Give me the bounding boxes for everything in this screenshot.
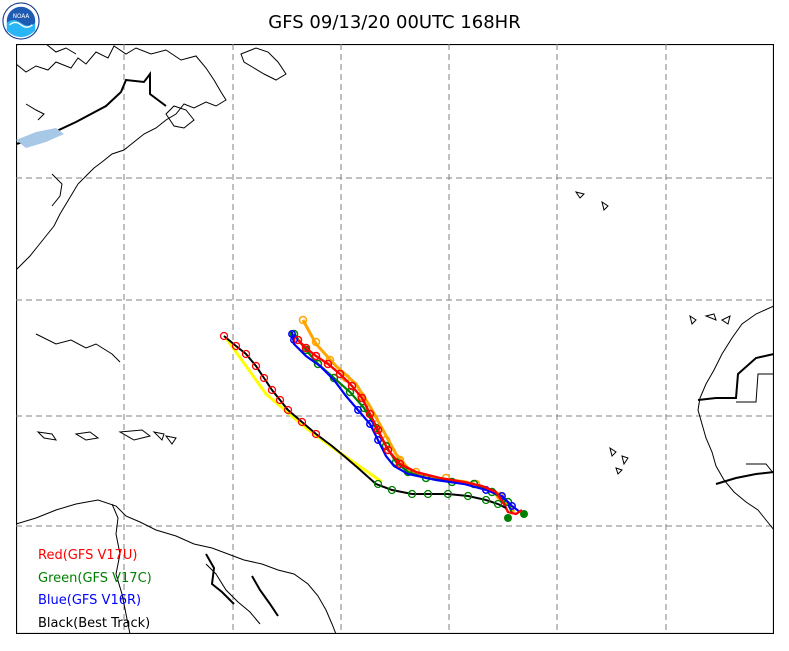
legend-item-green: Green(GFS V17C): [38, 570, 152, 586]
chart-title: GFS 09/13/20 00UTC 168HR: [268, 12, 521, 33]
lake-shading: [16, 128, 64, 148]
legend-item-blue: Blue(GFS V16R): [38, 593, 142, 608]
legend: Red(GFS V17U) Green(GFS V17C) Blue(GFS V…: [38, 545, 152, 635]
best-track: [219, 331, 507, 509]
blue-track: [288, 330, 521, 513]
map-panel: [15, 43, 775, 635]
legend-item-black: Black(Best Track): [38, 615, 151, 631]
coastlines: [15, 43, 775, 635]
map-svg: [15, 43, 775, 635]
logo-text: NOAA: [13, 14, 30, 20]
grid-lines: [16, 44, 774, 634]
noaa-logo-icon: NOAA: [2, 2, 40, 40]
map-frame: [15, 43, 775, 635]
borders: [15, 71, 775, 617]
red-track: [293, 335, 523, 516]
legend-item-red: Red(GFS V17U): [38, 548, 138, 563]
